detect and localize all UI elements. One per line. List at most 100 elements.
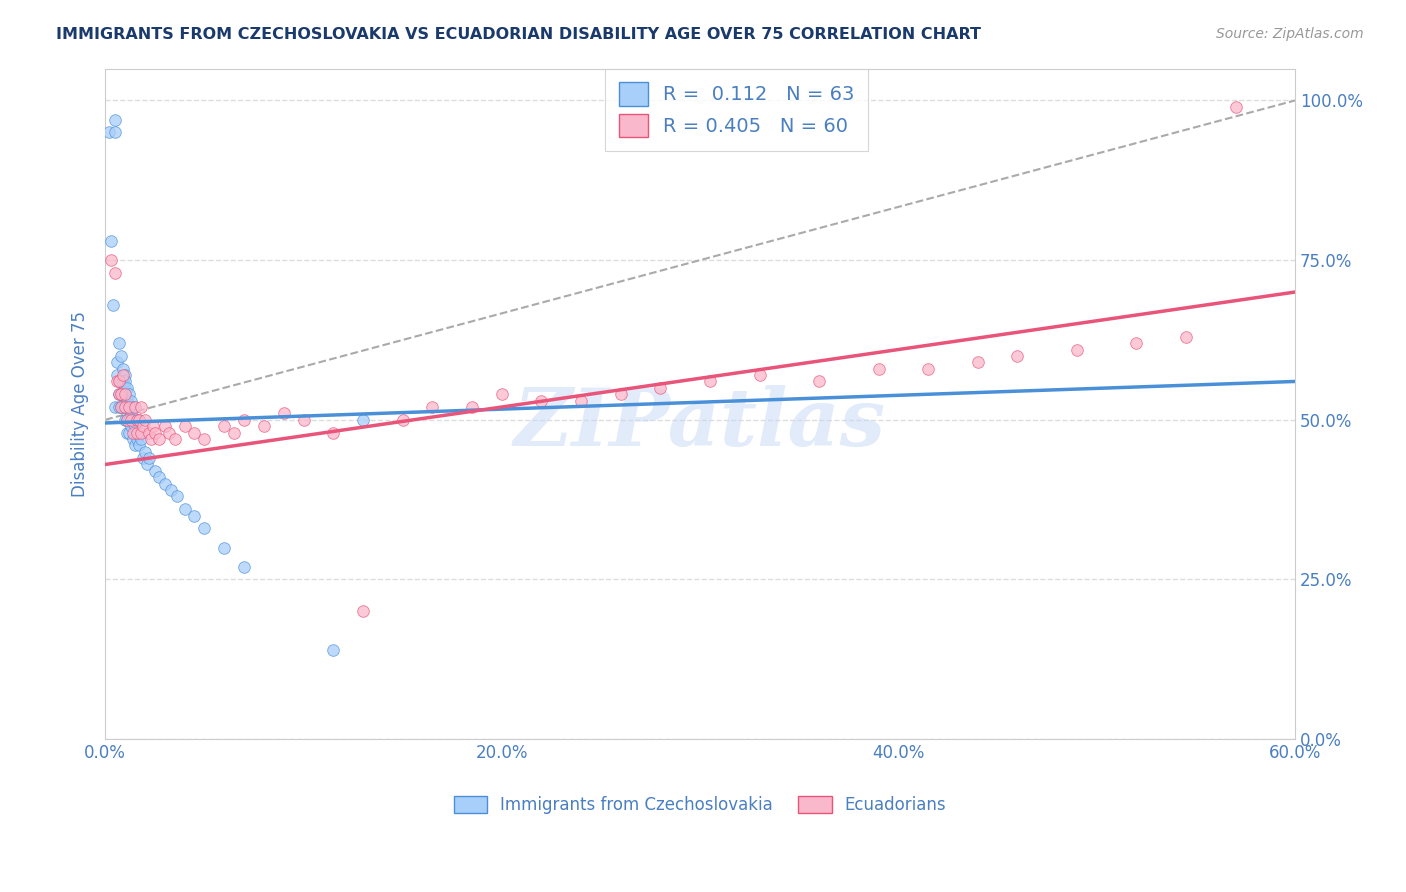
Y-axis label: Disability Age Over 75: Disability Age Over 75 — [72, 310, 89, 497]
Point — [120, 419, 142, 434]
Point — [132, 419, 155, 434]
Point — [138, 425, 160, 440]
Point — [120, 393, 142, 408]
Point — [114, 400, 136, 414]
Point — [1225, 100, 1247, 114]
Point — [128, 413, 150, 427]
Point — [125, 425, 148, 440]
Point — [129, 425, 152, 440]
Legend: Immigrants from Czechoslovakia, Ecuadorians: Immigrants from Czechoslovakia, Ecuadori… — [446, 788, 955, 822]
Point — [129, 400, 152, 414]
Point — [112, 387, 135, 401]
Point — [124, 400, 146, 414]
Point — [352, 413, 374, 427]
Point — [422, 400, 444, 414]
Point — [134, 413, 156, 427]
Text: ZIPatlas: ZIPatlas — [515, 385, 886, 463]
Point — [610, 387, 633, 401]
Point — [112, 375, 135, 389]
Point — [112, 368, 135, 382]
Point — [120, 413, 142, 427]
Point — [322, 425, 344, 440]
Point — [212, 541, 235, 555]
Point — [105, 368, 128, 382]
Point — [114, 387, 136, 401]
Point — [352, 604, 374, 618]
Point — [100, 234, 122, 248]
Point — [1125, 336, 1147, 351]
Point — [104, 112, 127, 127]
Point — [139, 432, 162, 446]
Point — [122, 432, 145, 446]
Point — [104, 125, 127, 139]
Point — [101, 298, 124, 312]
Point — [148, 432, 170, 446]
Point — [124, 438, 146, 452]
Point — [114, 413, 136, 427]
Point — [917, 361, 939, 376]
Point — [491, 387, 513, 401]
Point — [148, 470, 170, 484]
Point — [100, 253, 122, 268]
Point — [115, 393, 138, 408]
Point — [166, 490, 188, 504]
Point — [273, 406, 295, 420]
Point — [110, 387, 132, 401]
Point — [115, 381, 138, 395]
Point — [108, 400, 131, 414]
Point — [134, 444, 156, 458]
Point — [253, 419, 276, 434]
Point — [118, 413, 141, 427]
Point — [128, 413, 150, 427]
Point — [233, 413, 256, 427]
Point — [110, 400, 132, 414]
Point — [966, 355, 988, 369]
Point — [112, 400, 135, 414]
Point — [124, 419, 146, 434]
Point — [115, 413, 138, 427]
Point — [108, 375, 131, 389]
Point — [108, 375, 131, 389]
Point — [110, 387, 132, 401]
Point — [108, 336, 131, 351]
Point — [128, 438, 150, 452]
Text: IMMIGRANTS FROM CZECHOSLOVAKIA VS ECUADORIAN DISABILITY AGE OVER 75 CORRELATION : IMMIGRANTS FROM CZECHOSLOVAKIA VS ECUADO… — [56, 27, 981, 42]
Point — [114, 368, 136, 382]
Text: Source: ZipAtlas.com: Source: ZipAtlas.com — [1216, 27, 1364, 41]
Point — [292, 413, 315, 427]
Point — [114, 375, 136, 389]
Point — [104, 266, 127, 280]
Point — [153, 419, 176, 434]
Point — [98, 125, 121, 139]
Point — [108, 387, 131, 401]
Point — [530, 393, 553, 408]
Point — [112, 361, 135, 376]
Point — [224, 425, 246, 440]
Point — [122, 425, 145, 440]
Point — [159, 483, 181, 497]
Point — [115, 425, 138, 440]
Point — [118, 387, 141, 401]
Point — [1066, 343, 1088, 357]
Point — [118, 400, 141, 414]
Point — [122, 400, 145, 414]
Point — [143, 425, 166, 440]
Point — [391, 413, 413, 427]
Point — [115, 400, 138, 414]
Point — [183, 425, 205, 440]
Point — [104, 400, 127, 414]
Point — [193, 521, 215, 535]
Point — [110, 375, 132, 389]
Point — [650, 381, 672, 395]
Point — [322, 642, 344, 657]
Point — [118, 425, 141, 440]
Point — [108, 387, 131, 401]
Point — [183, 508, 205, 523]
Point — [163, 432, 186, 446]
Point — [193, 432, 215, 446]
Point — [699, 375, 721, 389]
Point — [153, 476, 176, 491]
Point — [233, 559, 256, 574]
Point — [110, 400, 132, 414]
Point — [868, 361, 890, 376]
